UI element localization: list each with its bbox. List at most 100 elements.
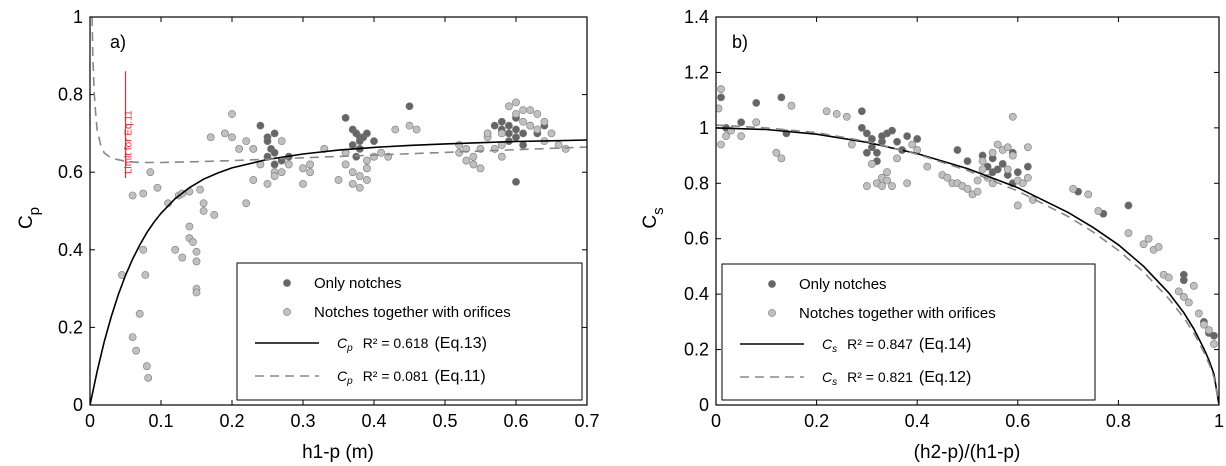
- panel-a-data-point: [196, 185, 204, 194]
- legend-r2: R² = 0.821: [847, 369, 913, 385]
- panel-b-legend-box: [721, 263, 1096, 401]
- legend-symbol-sub: p: [346, 376, 353, 387]
- panel-b-data-point: [903, 132, 912, 141]
- svg-text:Cs: Cs: [640, 207, 667, 228]
- panel-a-data-point: [476, 164, 485, 173]
- panel-a-data-point: [132, 346, 141, 355]
- panel-a-series-notches-with-orifices: [118, 98, 570, 382]
- panel-a-data-point: [348, 168, 357, 177]
- panel-a-legend-label-notches-orifices: Notches together with orifices: [314, 304, 511, 321]
- panel-b-data-point: [1210, 340, 1218, 348]
- panel-b-data-point: [893, 137, 901, 146]
- panel-a-x-tick-label: 0.3: [290, 411, 315, 431]
- panel-b-data-point: [772, 148, 781, 157]
- panel-a-data-point: [519, 129, 527, 138]
- panel-a-data-point: [277, 168, 286, 177]
- panel-b-data-point: [1179, 276, 1188, 285]
- panel-a-data-point: [519, 141, 527, 149]
- panel-a-data-point: [540, 117, 549, 126]
- panel-b-data-point: [1139, 240, 1148, 249]
- panel-b-data-point: [1008, 112, 1017, 121]
- panel-b-legend-label-curve-1: Cs R² = 0.847 (Eq.14): [822, 336, 971, 355]
- panel-b-data-point: [1174, 287, 1183, 296]
- panel-b-data-point: [988, 148, 997, 157]
- panel-b-y-tick-label: 0.4: [684, 284, 709, 304]
- panel-a-data-point: [391, 125, 400, 134]
- panel-b-x-tick-label: 0.4: [905, 411, 930, 431]
- panel-a-fit-curve-dashed: [91, 17, 587, 164]
- panel-b-data-point: [883, 176, 891, 185]
- panel-a-data-point: [228, 110, 236, 118]
- panel-b-data-point: [998, 159, 1007, 168]
- panel-b-x-tick-label: 0.6: [1005, 411, 1030, 431]
- panel-b-data-point: [1194, 309, 1203, 318]
- panel-a-data-point: [355, 183, 364, 192]
- panel-a-data-point: [263, 179, 272, 188]
- panel-a-data-point: [490, 121, 499, 130]
- panel-b-data-point: [777, 93, 786, 102]
- panel-b-chart: b) (h2-p)/(h1-p) Cs 0 0.2 0.4 0.6 0.8 1 0 0.2 0.…: [640, 7, 1224, 463]
- panel-a-legend-label-curve-2: Cp R² = 0.081 (Eq.11): [337, 368, 486, 387]
- panel-a-data-point: [142, 362, 151, 371]
- panel-b-data-point: [857, 107, 866, 116]
- panel-b-data-point: [1124, 229, 1133, 238]
- panel-a-data-point: [469, 160, 478, 169]
- panel-b-legend-label-notches-orifices: Notches together with orifices: [799, 305, 996, 322]
- panel-a-data-point: [355, 172, 364, 180]
- panel-b-x-tick-label: 1: [1214, 411, 1224, 431]
- panel-a-data-point: [135, 309, 144, 318]
- panel-a-data-point: [146, 168, 155, 177]
- panel-b-y-tick-label: 1: [699, 118, 709, 138]
- panel-b-x-axis-label: (h2-p)/(h1-p): [914, 442, 1021, 463]
- panel-a-data-point: [334, 176, 343, 184]
- panel-b-data-point: [1210, 331, 1218, 340]
- panel-a-legend-label-only-notches: Only notches: [314, 275, 402, 292]
- legend-symbol-sub: s: [832, 377, 837, 388]
- panel-a-x-axis-label: h1-p (m): [302, 442, 374, 463]
- panel-b-data-point: [893, 154, 901, 163]
- panel-b-data-point: [993, 140, 1002, 149]
- panel-a-data-point: [526, 121, 535, 130]
- panel-a-data-point: [405, 102, 414, 111]
- panel-a-data-point: [270, 172, 279, 180]
- panel-a-data-point: [512, 110, 520, 118]
- panel-b-data-point: [873, 148, 881, 157]
- panel-b-legend-label-curve-2: Cs R² = 0.821 (Eq.12): [822, 369, 971, 388]
- panel-a-chart: a) h1-p (m) Cp 0 0.1 0.2 0.3 0.4 0.5 0.6 0.7 0 0.…: [16, 7, 600, 463]
- panel-b-data-point: [722, 132, 730, 141]
- panel-b-data-point: [878, 182, 886, 190]
- panel-b-data-point: [1144, 234, 1153, 243]
- panel-b-data-point: [1018, 179, 1027, 188]
- panel-a-data-point: [141, 271, 150, 279]
- panel-b-data-point: [716, 104, 723, 113]
- panel-b-data-point: [717, 85, 725, 93]
- panel-a-data-point: [256, 121, 265, 130]
- panel-b-data-point: [943, 173, 952, 182]
- panel-b-data-point: [888, 126, 896, 135]
- panel-b-data-point: [1179, 293, 1188, 301]
- panel-b-x-tick-label: 0.8: [1106, 411, 1131, 431]
- panel-b-y-tick-label: 0.6: [684, 229, 709, 249]
- panel-a-y-axis-label: Cp: [16, 207, 43, 229]
- panel-a-legend-label-curve-1: Cp R² = 0.618 (Eq.13): [337, 335, 487, 354]
- panel-a-legend: Only notches Notches together with orific…: [236, 262, 583, 401]
- panel-a-data-point: [228, 133, 236, 142]
- panel-b-data-point: [1094, 207, 1103, 215]
- panel-b-data-point: [737, 132, 746, 141]
- panel-a-data-point: [362, 176, 371, 184]
- panel-a-data-point: [497, 129, 506, 138]
- panel-b-data-point: [832, 110, 841, 118]
- panel-b-data-point: [863, 182, 871, 190]
- panel-a-data-point: [299, 164, 307, 173]
- panel-a-y-tick-label: 0: [73, 395, 83, 415]
- panel-b-data-point: [923, 162, 932, 171]
- panel-a-data-point: [263, 137, 272, 146]
- legend-symbol: C: [337, 368, 348, 384]
- panel-a-data-point: [139, 245, 148, 254]
- panel-a-data-point: [306, 168, 314, 177]
- panel-b-data-point: [1013, 168, 1022, 177]
- panel-b-data-point: [953, 146, 962, 154]
- panel-a-label: a): [110, 32, 126, 52]
- panel-a-data-point: [526, 106, 535, 115]
- panel-a-data-point: [561, 145, 570, 153]
